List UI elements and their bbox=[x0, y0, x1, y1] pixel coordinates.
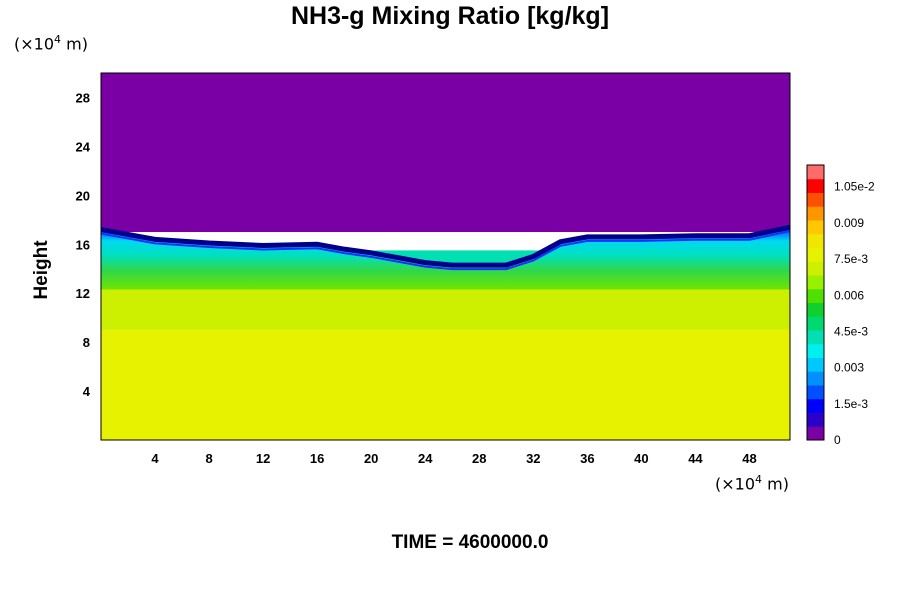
x-tick-label: 44 bbox=[688, 451, 703, 466]
x-tick-label: 16 bbox=[310, 451, 324, 466]
colorbar-swatch bbox=[807, 357, 824, 372]
y-tick-label: 20 bbox=[76, 188, 90, 203]
cloud-top-inner bbox=[101, 230, 790, 271]
y-tick-label: 28 bbox=[76, 90, 90, 105]
colorbar-swatch bbox=[807, 398, 824, 413]
colorbar-swatch bbox=[807, 261, 824, 276]
x-tick-label: 24 bbox=[418, 451, 433, 466]
colorbar-swatch bbox=[807, 412, 824, 427]
colorbar-swatch bbox=[807, 385, 824, 400]
y-tick-label: 16 bbox=[76, 237, 90, 252]
colorbar-swatch bbox=[807, 178, 824, 193]
cloud-band bbox=[101, 227, 790, 290]
colorbar-tick-label: 1.05e-2 bbox=[834, 180, 875, 194]
y-tick-label: 24 bbox=[76, 139, 91, 154]
colorbar-tick-label: 7.5e-3 bbox=[834, 252, 868, 266]
colorbar-swatch bbox=[807, 206, 824, 221]
colorbar-swatch bbox=[807, 275, 824, 290]
x-tick-label: 4 bbox=[151, 451, 159, 466]
x-tick-label: 8 bbox=[205, 451, 212, 466]
cloud-top-edge bbox=[101, 224, 790, 268]
plot-area bbox=[101, 73, 790, 440]
colorbar-swatch bbox=[807, 343, 824, 358]
y-axis-unit: (×104 m) bbox=[14, 33, 88, 54]
chart-title: NH3-g Mixing Ratio [kg/kg] bbox=[290, 2, 610, 30]
colorbar-swatch bbox=[807, 247, 824, 262]
colorbar-swatch bbox=[807, 371, 824, 386]
x-tick-label: 20 bbox=[364, 451, 378, 466]
colorbar-tick-label: 0.009 bbox=[834, 216, 864, 230]
colorbar-swatch bbox=[807, 316, 824, 331]
colorbar-swatch bbox=[807, 302, 824, 317]
colorbar-tick-label: 0 bbox=[834, 433, 841, 447]
colorbar-swatch bbox=[807, 288, 824, 303]
colorbar-frame bbox=[806, 164, 825, 441]
x-tick-label: 12 bbox=[256, 451, 270, 466]
x-tick-label: 48 bbox=[742, 451, 756, 466]
x-tick-label: 40 bbox=[634, 451, 648, 466]
x-tick-label: 32 bbox=[526, 451, 540, 466]
colorbar-swatch bbox=[807, 426, 824, 441]
colorbar-swatch bbox=[807, 192, 824, 207]
x-tick-label: 36 bbox=[580, 451, 594, 466]
colorbar-tick-label: 4.5e-3 bbox=[834, 324, 868, 338]
colorbar-tick-label: 1.5e-3 bbox=[834, 397, 868, 411]
plot-frame bbox=[100, 72, 791, 441]
colorbar-swatch bbox=[807, 233, 824, 248]
layer-upper bbox=[101, 73, 790, 233]
layer-lower bbox=[101, 329, 790, 440]
y-tick-label: 8 bbox=[83, 335, 90, 350]
colorbar-tick-label: 0.006 bbox=[834, 288, 864, 302]
x-tick-label: 28 bbox=[472, 451, 486, 466]
x-axis-unit: (×104 m) bbox=[715, 473, 789, 494]
y-tick-label: 12 bbox=[76, 286, 90, 301]
y-tick-label: 4 bbox=[83, 384, 91, 399]
colorbar-swatch bbox=[807, 220, 824, 235]
colorbar-swatch bbox=[807, 165, 824, 180]
colorbar-tick-label: 0.003 bbox=[834, 361, 864, 375]
time-label: TIME = 4600000.0 bbox=[391, 532, 549, 553]
colorbar-swatch bbox=[807, 330, 824, 345]
layer-mid bbox=[101, 287, 790, 330]
